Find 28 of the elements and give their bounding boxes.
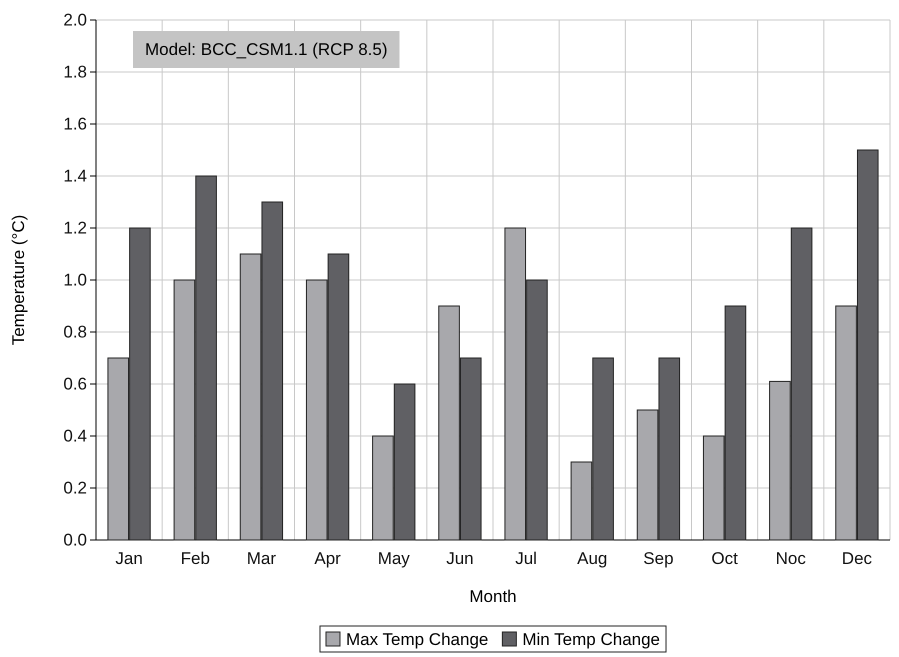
y-tick-label: 1.4 — [63, 166, 87, 186]
x-tick-label: Dec — [842, 549, 873, 568]
y-tick-label: 1.6 — [63, 114, 87, 134]
y-tick-label: 0.4 — [63, 426, 87, 446]
x-axis-title: Month — [469, 587, 517, 606]
annotation: Model: BCC_CSM1.1 (RCP 8.5) — [145, 40, 388, 59]
x-tick-label: Feb — [180, 549, 210, 568]
y-tick-label: 0.0 — [63, 530, 87, 550]
y-tick-label: 1.0 — [63, 270, 87, 290]
y-axis-title: Temperature (°C) — [9, 214, 28, 346]
x-tick-label: Sep — [643, 549, 674, 568]
x-tick-label: Mar — [246, 549, 276, 568]
x-tick-label: Apr — [314, 549, 342, 568]
y-tick-label: 1.2 — [63, 218, 87, 238]
y-tick-label: 2.0 — [63, 10, 87, 30]
y-tick-label: 1.8 — [63, 62, 87, 82]
y-tick-label: 0.2 — [63, 478, 87, 498]
y-tick-label: 0.6 — [63, 374, 87, 394]
x-tick-label: May — [378, 549, 410, 568]
legend-label: Min Temp Change — [522, 630, 660, 649]
x-tick-label: Jan — [115, 549, 143, 568]
x-tick-label: Jul — [515, 549, 537, 568]
x-tick-label: Aug — [577, 549, 608, 568]
x-tick-label: Noc — [776, 549, 806, 568]
legend-label: Max Temp Change — [346, 630, 488, 649]
y-tick-label: 0.8 — [63, 322, 87, 342]
x-tick-label: Jun — [446, 549, 474, 568]
x-tick-label: Oct — [711, 549, 738, 568]
